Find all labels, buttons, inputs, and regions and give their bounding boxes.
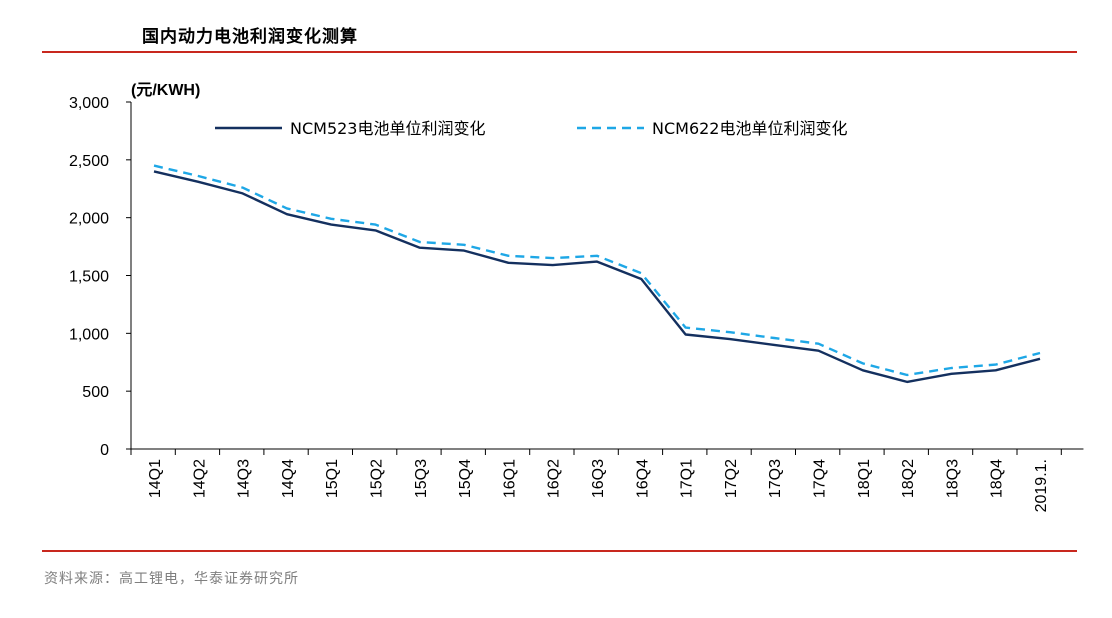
legend-label-ncm523: NCM523电池单位利润变化 xyxy=(290,119,486,138)
x-tick-label: 14Q2 xyxy=(191,459,208,498)
x-tick-label: 17Q1 xyxy=(679,459,696,498)
x-axis: 14Q1 14Q2 14Q3 14Q4 15Q1 15Q2 15Q3 15Q4 16Q1 16Q2… xyxy=(130,448,1084,512)
legend: NCM523电池单位利润变化 NCM622电池单位利润变化 xyxy=(215,119,848,138)
y-tick-label: 0 xyxy=(100,442,109,459)
y-tick-label: 3,000 xyxy=(69,95,109,112)
x-tick-label: 14Q1 xyxy=(147,459,164,498)
x-tick-label: 18Q2 xyxy=(900,459,917,498)
x-tick-label: 16Q1 xyxy=(501,459,518,498)
x-tick-label: 15Q4 xyxy=(457,459,474,498)
source-note: 资料来源：高工锂电，华泰证券研究所 xyxy=(44,571,299,587)
series-ncm523-line xyxy=(153,170,1041,384)
chart-title: 国内动力电池利润变化测算 xyxy=(142,27,358,47)
y-tick-label: 2,500 xyxy=(69,153,109,170)
y-tick-label: 1,500 xyxy=(69,269,109,286)
x-tick-label: 15Q1 xyxy=(324,459,341,498)
bottom-rule xyxy=(42,550,1077,552)
legend-label-ncm622: NCM622电池单位利润变化 xyxy=(652,119,848,138)
x-tick-label: 15Q3 xyxy=(413,459,430,498)
x-tick-label: 18Q3 xyxy=(944,459,961,498)
series-layer xyxy=(153,164,1041,384)
x-tick-label: 17Q4 xyxy=(812,459,829,498)
x-tick-label: 18Q1 xyxy=(856,459,873,498)
x-tick-label: 2019.1. xyxy=(1033,459,1050,512)
y-tick-label: 500 xyxy=(82,384,109,401)
x-tick-label: 16Q3 xyxy=(590,459,607,498)
y-unit-label: (元/KWH) xyxy=(131,82,200,99)
x-tick-label: 17Q2 xyxy=(723,459,740,498)
x-tick-label: 14Q4 xyxy=(280,459,297,498)
x-tick-label: 16Q4 xyxy=(634,459,651,498)
y-axis: 0 500 1,000 1,500 2,000 2,500 3,000 xyxy=(69,95,132,459)
top-rule xyxy=(42,51,1077,53)
x-tick-label: 18Q4 xyxy=(989,459,1006,498)
x-tick-label: 14Q3 xyxy=(236,459,253,498)
x-tick-label: 15Q2 xyxy=(369,459,386,498)
x-tick-label: 17Q3 xyxy=(767,459,784,498)
series-ncm622-line xyxy=(153,164,1041,377)
x-tick-label: 16Q2 xyxy=(546,459,563,498)
y-tick-label: 2,000 xyxy=(69,211,109,228)
y-tick-label: 1,000 xyxy=(69,326,109,343)
